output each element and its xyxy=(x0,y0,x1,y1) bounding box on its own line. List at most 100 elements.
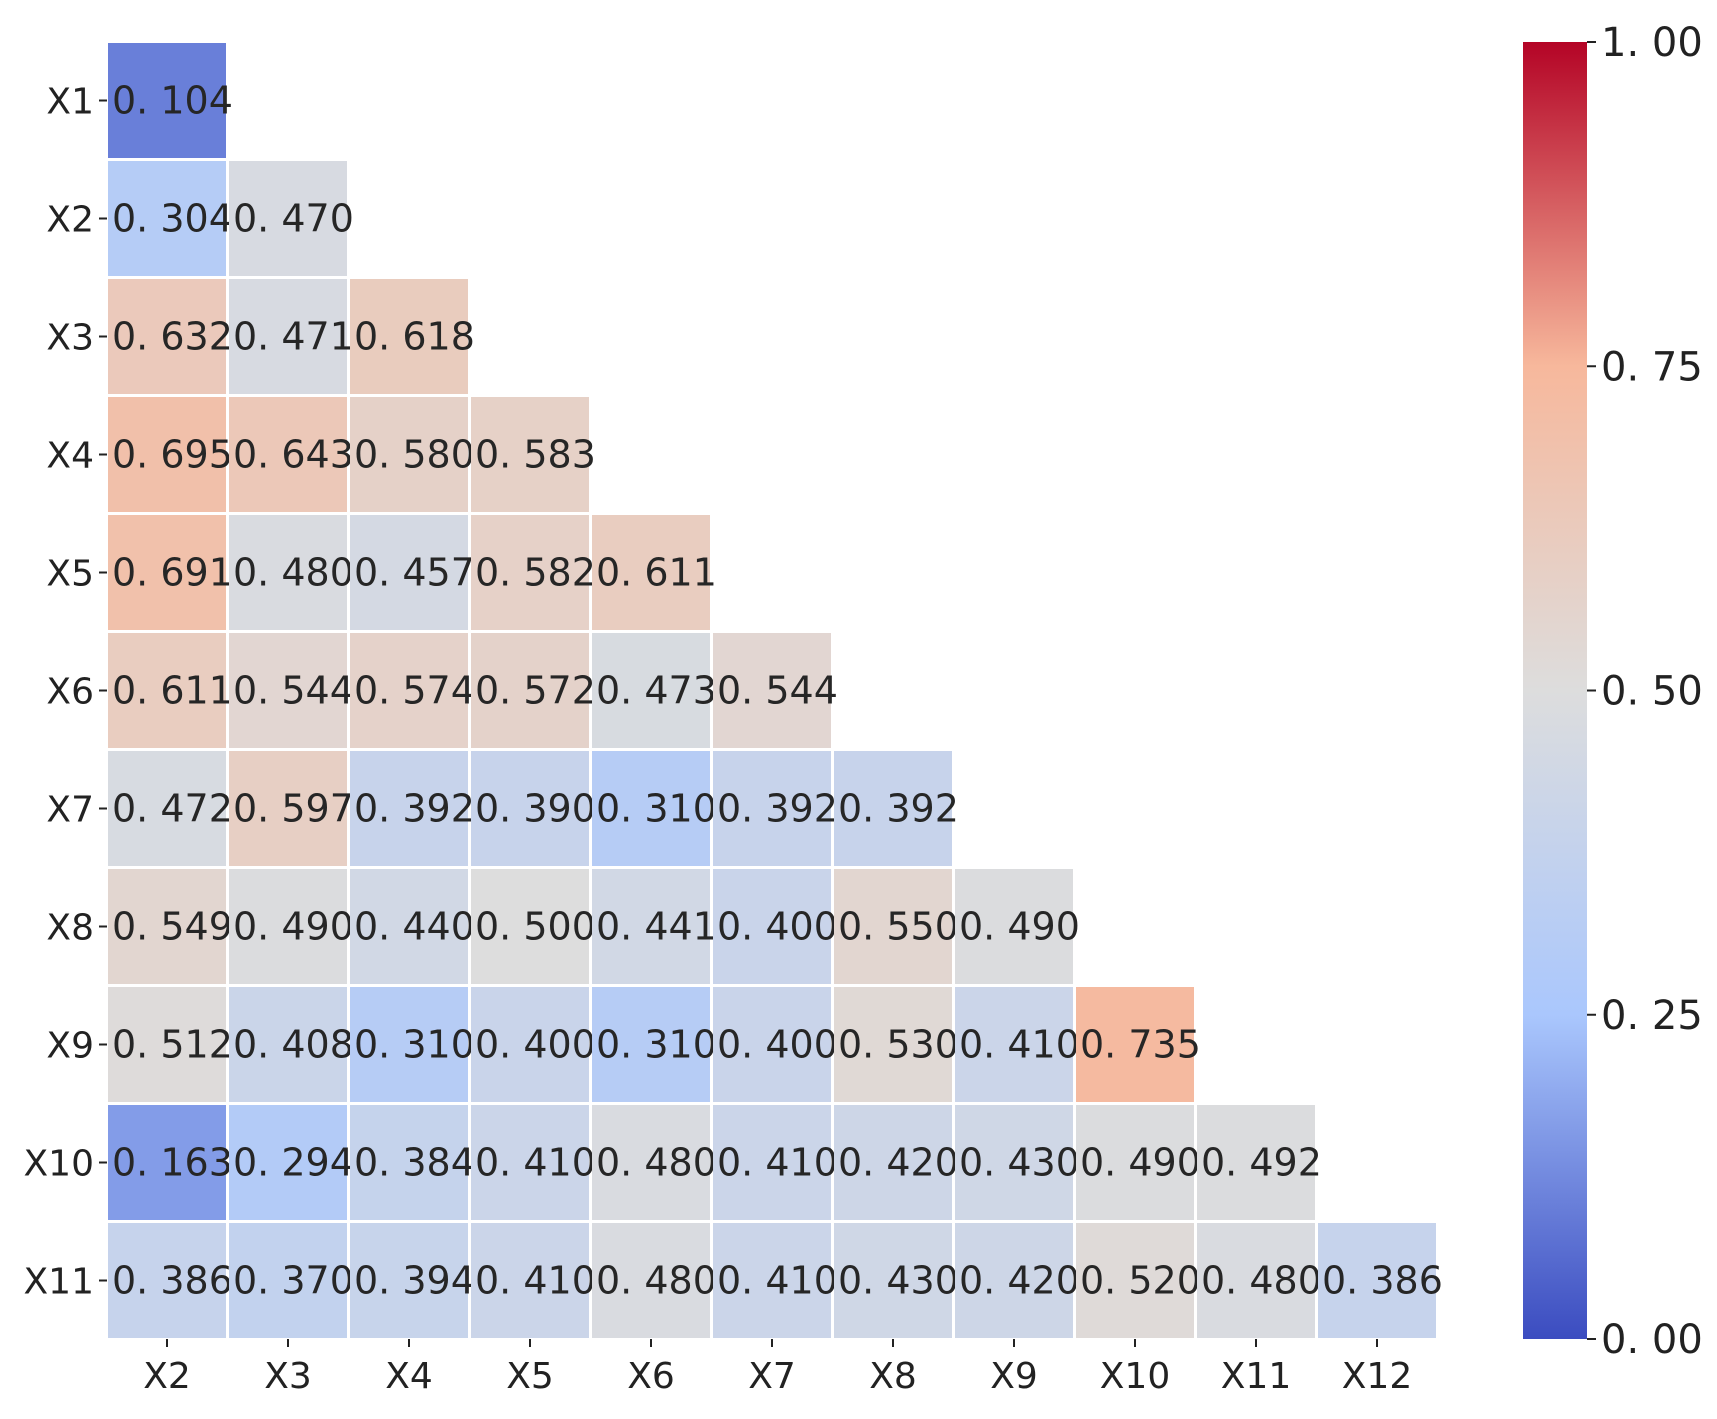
colorbar-tick-label: 1. 00 xyxy=(1601,20,1703,66)
cell-value-label: 0. 480 xyxy=(596,1141,717,1185)
heatmap-cell xyxy=(834,1223,952,1338)
cell-value-label: 0. 480 xyxy=(1201,1259,1322,1303)
cell-value-label: 0. 490 xyxy=(233,905,354,949)
cell-value-label: 0. 490 xyxy=(1080,1141,1201,1185)
colorbar-tick-label: 0. 25 xyxy=(1601,993,1703,1039)
y-tick-label: X5 xyxy=(46,554,94,595)
cell-value-label: 0. 611 xyxy=(596,551,717,595)
cell-value-label: 0. 408 xyxy=(233,1023,354,1067)
heatmap-cell xyxy=(955,1105,1073,1220)
x-axis: X2 X3 X4 X5 X6 X7 X8 X9 X10 X11 X12 xyxy=(143,1339,1412,1397)
cell-value-label: 0. 392 xyxy=(717,787,838,831)
heatmap-cell xyxy=(108,633,226,748)
y-tick-label: X8 xyxy=(46,908,94,949)
heatmap-cell xyxy=(592,1223,710,1338)
cell-value-label: 0. 550 xyxy=(838,905,959,949)
cell-value-label: 0. 480 xyxy=(596,1259,717,1303)
heatmap-cell xyxy=(955,869,1073,984)
y-axis: X1 X2 X3 X4 X5 X6 X7 X8 X9 X10 X11 xyxy=(24,82,107,1303)
cell-value-label: 0. 104 xyxy=(112,79,233,123)
colorbar-tick-label: 0. 50 xyxy=(1601,669,1703,715)
cell-value-label: 0. 572 xyxy=(475,669,596,713)
heatmap-cell xyxy=(229,1105,347,1220)
heatmap-cell xyxy=(1076,987,1194,1102)
cell-value-label: 0. 163 xyxy=(112,1141,233,1185)
x-tick-label: X2 xyxy=(143,1356,191,1397)
heatmap-cell xyxy=(713,1223,831,1338)
cell-value-label: 0. 512 xyxy=(112,1023,233,1067)
heatmap-cell xyxy=(834,869,952,984)
cell-value-label: 0. 544 xyxy=(233,669,354,713)
heatmap-cell xyxy=(229,751,347,866)
heatmap-cell xyxy=(471,515,589,630)
heatmap-cell xyxy=(713,633,831,748)
y-tick-label: X10 xyxy=(24,1144,94,1185)
cell-value-label: 0. 492 xyxy=(1201,1141,1322,1185)
heatmap-cell xyxy=(108,161,226,276)
y-tick-label: X2 xyxy=(46,200,94,241)
cell-value-label: 0. 632 xyxy=(112,315,233,359)
x-tick-label: X10 xyxy=(1100,1356,1170,1397)
cell-value-label: 0. 618 xyxy=(354,315,475,359)
heatmap-cell xyxy=(350,751,468,866)
heatmap-cell xyxy=(471,987,589,1102)
heatmap-cell xyxy=(229,397,347,512)
heatmap-cell xyxy=(471,869,589,984)
x-tick-label: X4 xyxy=(385,1356,433,1397)
heatmap-cell xyxy=(350,1223,468,1338)
cell-value-label: 0. 430 xyxy=(959,1141,1080,1185)
heatmap-cell xyxy=(108,515,226,630)
colorbar-tick-label: 0. 75 xyxy=(1601,344,1703,390)
heatmap-cell xyxy=(108,1105,226,1220)
cell-value-label: 0. 691 xyxy=(112,551,233,595)
cell-value-label: 0. 471 xyxy=(233,315,354,359)
heatmap-cell xyxy=(350,279,468,394)
cell-value-label: 0. 304 xyxy=(112,197,233,241)
heatmap-cell xyxy=(1318,1223,1436,1338)
heatmap-cell xyxy=(229,161,347,276)
cell-value-label: 0. 583 xyxy=(475,433,596,477)
cell-value-label: 0. 490 xyxy=(959,905,1080,949)
heatmap-cell xyxy=(1197,1105,1315,1220)
cell-value-label: 0. 400 xyxy=(717,905,838,949)
cell-value-label: 0. 310 xyxy=(354,1023,475,1067)
heatmap-cell xyxy=(471,397,589,512)
y-tick-label: X7 xyxy=(46,790,94,831)
heatmap-cell xyxy=(229,987,347,1102)
x-tick-label: X5 xyxy=(506,1356,554,1397)
heatmap-cell xyxy=(350,869,468,984)
heatmap-cell xyxy=(108,987,226,1102)
y-tick-label: X11 xyxy=(24,1262,94,1303)
cell-value-label: 0. 735 xyxy=(1080,1023,1201,1067)
cell-value-label: 0. 410 xyxy=(475,1259,596,1303)
cell-value-label: 0. 480 xyxy=(233,551,354,595)
cell-value-label: 0. 520 xyxy=(1080,1259,1201,1303)
cell-value-label: 0. 410 xyxy=(475,1141,596,1185)
heatmap-cell xyxy=(592,869,710,984)
heatmap-cell xyxy=(108,751,226,866)
cell-value-label: 0. 500 xyxy=(475,905,596,949)
cell-value-label: 0. 472 xyxy=(112,787,233,831)
cell-value-label: 0. 410 xyxy=(717,1141,838,1185)
heatmap-cell xyxy=(350,515,468,630)
y-tick-label: X3 xyxy=(46,318,94,359)
heatmap-cell xyxy=(108,43,226,158)
cell-value-label: 0. 440 xyxy=(354,905,475,949)
y-tick-label: X6 xyxy=(46,672,94,713)
cell-value-label: 0. 400 xyxy=(717,1023,838,1067)
cell-value-label: 0. 392 xyxy=(838,787,959,831)
heatmap-cell xyxy=(713,1105,831,1220)
cell-value-label: 0. 370 xyxy=(233,1259,354,1303)
cell-value-label: 0. 580 xyxy=(354,433,475,477)
heatmap-cell xyxy=(592,1105,710,1220)
heatmap-cell xyxy=(713,869,831,984)
cell-value-label: 0. 695 xyxy=(112,433,233,477)
heatmap-cell xyxy=(108,869,226,984)
heatmap-cell xyxy=(592,633,710,748)
heatmap-cell xyxy=(229,279,347,394)
x-tick-label: X3 xyxy=(264,1356,312,1397)
x-tick-label: X7 xyxy=(748,1356,796,1397)
x-tick-label: X9 xyxy=(990,1356,1038,1397)
heatmap-cell xyxy=(471,1105,589,1220)
